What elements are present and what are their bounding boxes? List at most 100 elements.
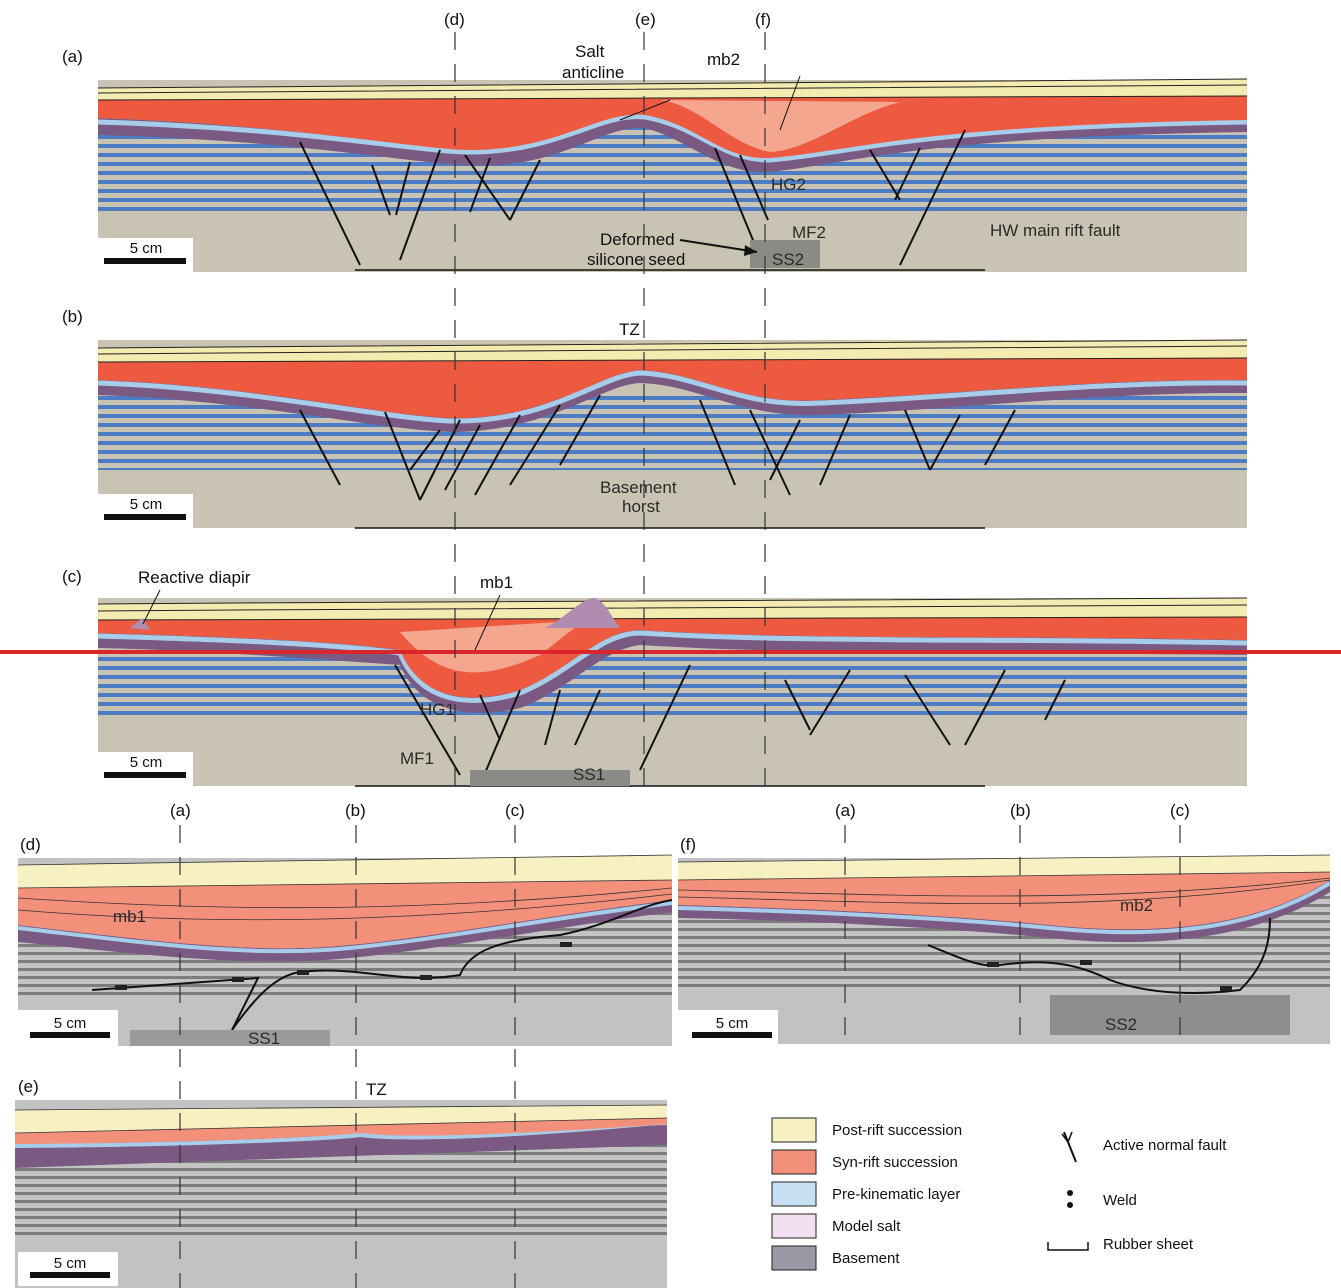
syn-rift xyxy=(15,1118,667,1144)
scale-label-e: 5 cm xyxy=(54,1255,87,1272)
pre-kinematic xyxy=(17,901,673,954)
legend-label-syn-rift: Syn-rift succession xyxy=(832,1154,958,1171)
salt-diapir xyxy=(545,598,620,628)
legend-swatch-basement xyxy=(771,1245,817,1271)
silicone-seed-ss1 xyxy=(130,1030,330,1046)
ss2-f-label: SS2 xyxy=(1105,1015,1137,1034)
syn-rift-wedge xyxy=(400,620,590,673)
tz-label: TZ xyxy=(619,320,640,339)
scale-box-b xyxy=(98,494,193,528)
syn-rift xyxy=(678,872,1330,930)
syn-rift-wedge xyxy=(660,100,900,152)
scale-bar-f xyxy=(692,1032,772,1038)
scale-bar-e xyxy=(30,1272,110,1278)
panel-a-tag: (a) xyxy=(62,47,83,66)
syn-rift xyxy=(98,95,1247,159)
weld-line-d xyxy=(91,899,673,1031)
panel-a: 5 cm (a) Salt anticline mb2 HG2 MF2 SS2 … xyxy=(62,42,1248,272)
hg1-label: HG1 xyxy=(420,700,455,719)
post-rift xyxy=(98,598,1247,620)
post-rift xyxy=(18,855,672,888)
panel-e-tag: (e) xyxy=(18,1077,39,1096)
faults-a xyxy=(299,129,966,266)
guide-lines-bottom xyxy=(179,825,1181,1288)
panel-c: 5 cm (c) Reactive diapir mb1 HG1 MF1 SS1 xyxy=(62,567,1248,787)
scale-bar-d xyxy=(30,1032,110,1038)
ss2-label: SS2 xyxy=(772,250,804,269)
mf2-label: MF2 xyxy=(792,223,826,242)
panel-b-tag: (b) xyxy=(62,307,83,326)
syn-rift xyxy=(98,357,1247,419)
guide-c-f: (c) xyxy=(1170,801,1190,820)
guide-a-f: (a) xyxy=(835,801,856,820)
pre-kinematic xyxy=(97,630,1248,703)
reactive-diapir xyxy=(130,618,150,630)
legend-label-basement: Basement xyxy=(832,1250,900,1267)
scale-box-e xyxy=(18,1252,118,1286)
panel-c-tag: (c) xyxy=(62,567,82,586)
syn-rift xyxy=(98,616,1247,698)
mb1-label: mb1 xyxy=(480,573,513,592)
post-rift xyxy=(15,1105,667,1133)
panel-d: 5 cm (d) mb1 SS1 xyxy=(17,835,673,1048)
silicone-seed-ss2 xyxy=(750,240,820,268)
horst-label-1: Basement xyxy=(600,478,677,497)
scale-bar-b xyxy=(104,514,186,520)
syn-rift xyxy=(18,880,672,949)
pre-kinematic xyxy=(97,114,1248,163)
ss1-label: SS1 xyxy=(573,765,605,784)
guide-e: (e) xyxy=(635,10,656,29)
mb1-pointer xyxy=(474,594,501,651)
legend-swatch-post-rift xyxy=(771,1117,817,1143)
scale-bar-a xyxy=(104,258,186,264)
pre-kinematic xyxy=(677,881,1332,935)
mb2-pointer xyxy=(779,75,801,131)
silicone-label: silicone seed xyxy=(587,250,685,269)
scale-label-b: 5 cm xyxy=(130,496,163,513)
panel-e: 5 cm (e) TZ xyxy=(14,1077,668,1288)
panel-f-tag: (f) xyxy=(680,835,696,854)
rubber-sheet-symbol-icon xyxy=(1047,1242,1089,1251)
post-rift xyxy=(98,79,1247,100)
tz-e-label: TZ xyxy=(366,1080,387,1099)
mb2-f-label: mb2 xyxy=(1120,896,1153,915)
fault-symbol-icon xyxy=(1061,1131,1077,1163)
pre-kinematic xyxy=(97,370,1248,424)
reactive-pointer xyxy=(142,589,161,625)
deformed-label: Deformed xyxy=(600,230,675,249)
horst-label-2: horst xyxy=(622,497,660,516)
legend-label-fault: Active normal fault xyxy=(1103,1137,1227,1154)
guide-d: (d) xyxy=(444,10,465,29)
pre-kinematic xyxy=(14,1120,668,1148)
legend-label-post-rift: Post-rift succession xyxy=(832,1122,962,1139)
guide-f: (f) xyxy=(755,10,771,29)
faults-b xyxy=(299,394,1016,501)
legend-swatch-syn-rift xyxy=(771,1149,817,1175)
panel-b: 5 cm (b) TZ Basement horst xyxy=(62,307,1248,529)
salt-label: Salt xyxy=(575,42,605,61)
ss1-d-label: SS1 xyxy=(248,1029,280,1048)
hw-fault-label: HW main rift fault xyxy=(990,221,1121,240)
legend-label-pre-kinematic: Pre-kinematic layer xyxy=(832,1186,960,1203)
mb1-d-label: mb1 xyxy=(113,907,146,926)
panel-d-tag: (d) xyxy=(20,835,41,854)
scale-bar-c xyxy=(104,772,186,778)
hg2-label: HG2 xyxy=(771,175,806,194)
scale-label-c: 5 cm xyxy=(130,754,163,771)
scale-box-f xyxy=(678,1010,778,1044)
scale-label-f: 5 cm xyxy=(716,1015,749,1032)
guide-c-d: (c) xyxy=(505,801,525,820)
arrow-head xyxy=(744,245,757,256)
legend-swatch-salt xyxy=(771,1213,817,1239)
weld-symbol-icon xyxy=(1067,1190,1073,1208)
legend-label-rubber: Rubber sheet xyxy=(1103,1236,1194,1253)
anticline-label: anticline xyxy=(562,63,624,82)
reactive-label: Reactive diapir xyxy=(138,568,251,587)
faults-c xyxy=(394,664,1066,786)
pre-rift-gray xyxy=(15,1145,667,1240)
guide-a-d: (a) xyxy=(170,801,191,820)
silicone-seed-ss1 xyxy=(470,770,630,786)
scale-box-d xyxy=(18,1010,118,1046)
